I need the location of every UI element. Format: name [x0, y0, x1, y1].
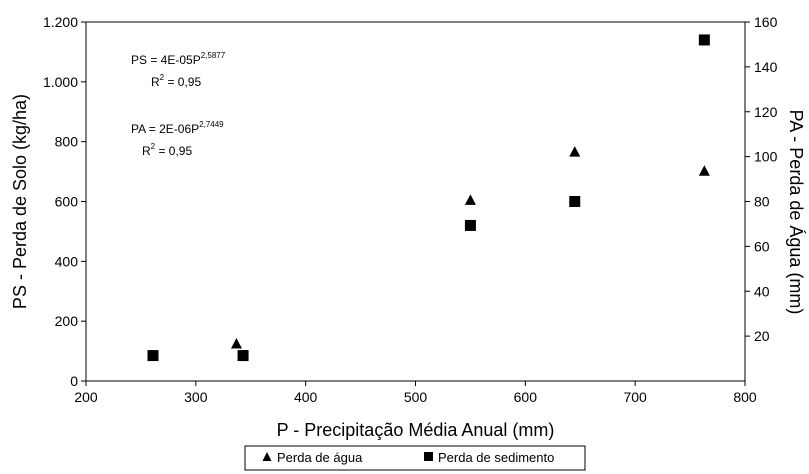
- y2-tick-label: 60: [754, 238, 770, 254]
- y2-tick-label: 120: [754, 104, 778, 120]
- sediment-loss-point: [698, 34, 710, 46]
- sediment-loss-point: [237, 350, 249, 362]
- y-axis-right: 20 40 60 80 100 120 140 160: [745, 14, 778, 344]
- pa-r-squared: R2 = 0,95: [142, 142, 192, 158]
- y2-tick-label: 80: [754, 194, 770, 210]
- y2-axis-title: PA - Perda de Água (mm): [786, 110, 806, 315]
- y2-tick-label: 40: [754, 283, 770, 299]
- x-tick-label: 600: [514, 389, 538, 405]
- x-tick-label: 200: [74, 389, 98, 405]
- legend-square-marker: [424, 452, 433, 461]
- x-tick-label: 300: [184, 389, 208, 405]
- x-axis: 200 300 400 500 600 700 800: [74, 381, 757, 405]
- regression-annotations: PS = 4E-05P2,5877 R2 = 0,95 PA = 2E-06P2…: [131, 51, 226, 158]
- y-tick-label: 200: [55, 313, 79, 329]
- sediment-loss-point: [569, 196, 581, 207]
- x-tick-label: 400: [294, 389, 318, 405]
- y-tick-label: 1.000: [43, 74, 78, 90]
- data-points: [147, 34, 710, 362]
- x-tick-label: 500: [404, 389, 428, 405]
- y-tick-label: 0: [70, 373, 78, 389]
- water-loss-point: [464, 194, 476, 205]
- x-tick-label: 800: [733, 389, 757, 405]
- x-tick-label: 700: [623, 389, 647, 405]
- y2-tick-label: 100: [754, 149, 778, 165]
- pa-equation: PA = 2E-06P2,7449: [131, 120, 224, 136]
- ps-r-squared: R2 = 0,95: [151, 73, 201, 89]
- sediment-loss-point: [464, 219, 476, 231]
- y-tick-label: 600: [55, 194, 79, 210]
- water-loss-point: [698, 165, 710, 176]
- y2-tick-label: 140: [754, 59, 778, 75]
- y2-tick-label: 20: [754, 328, 770, 344]
- y-tick-label: 800: [55, 134, 79, 150]
- legend-label-water: Perda de água: [277, 450, 363, 465]
- y-tick-label: 1.200: [43, 14, 78, 30]
- y-axis-left: 0 200 400 600 800 1.000 1.200: [43, 14, 86, 389]
- sediment-loss-point: [147, 350, 159, 362]
- ps-equation: PS = 4E-05P2,5877: [131, 51, 226, 67]
- legend: Perda de água Perda de sedimento: [244, 445, 586, 471]
- water-loss-point: [230, 337, 242, 349]
- y-axis-title: PS - Perda de Solo (kg/ha): [10, 94, 30, 309]
- legend-box: [244, 445, 586, 471]
- legend-label-sediment: Perda de sedimento: [438, 450, 554, 465]
- legend-triangle-marker: [262, 452, 272, 461]
- y-tick-label: 400: [55, 253, 79, 269]
- water-loss-point: [569, 146, 581, 157]
- x-axis-title: P - Precipitação Média Anual (mm): [277, 420, 555, 440]
- plot-area: [85, 21, 746, 382]
- y2-tick-label: 160: [754, 14, 778, 30]
